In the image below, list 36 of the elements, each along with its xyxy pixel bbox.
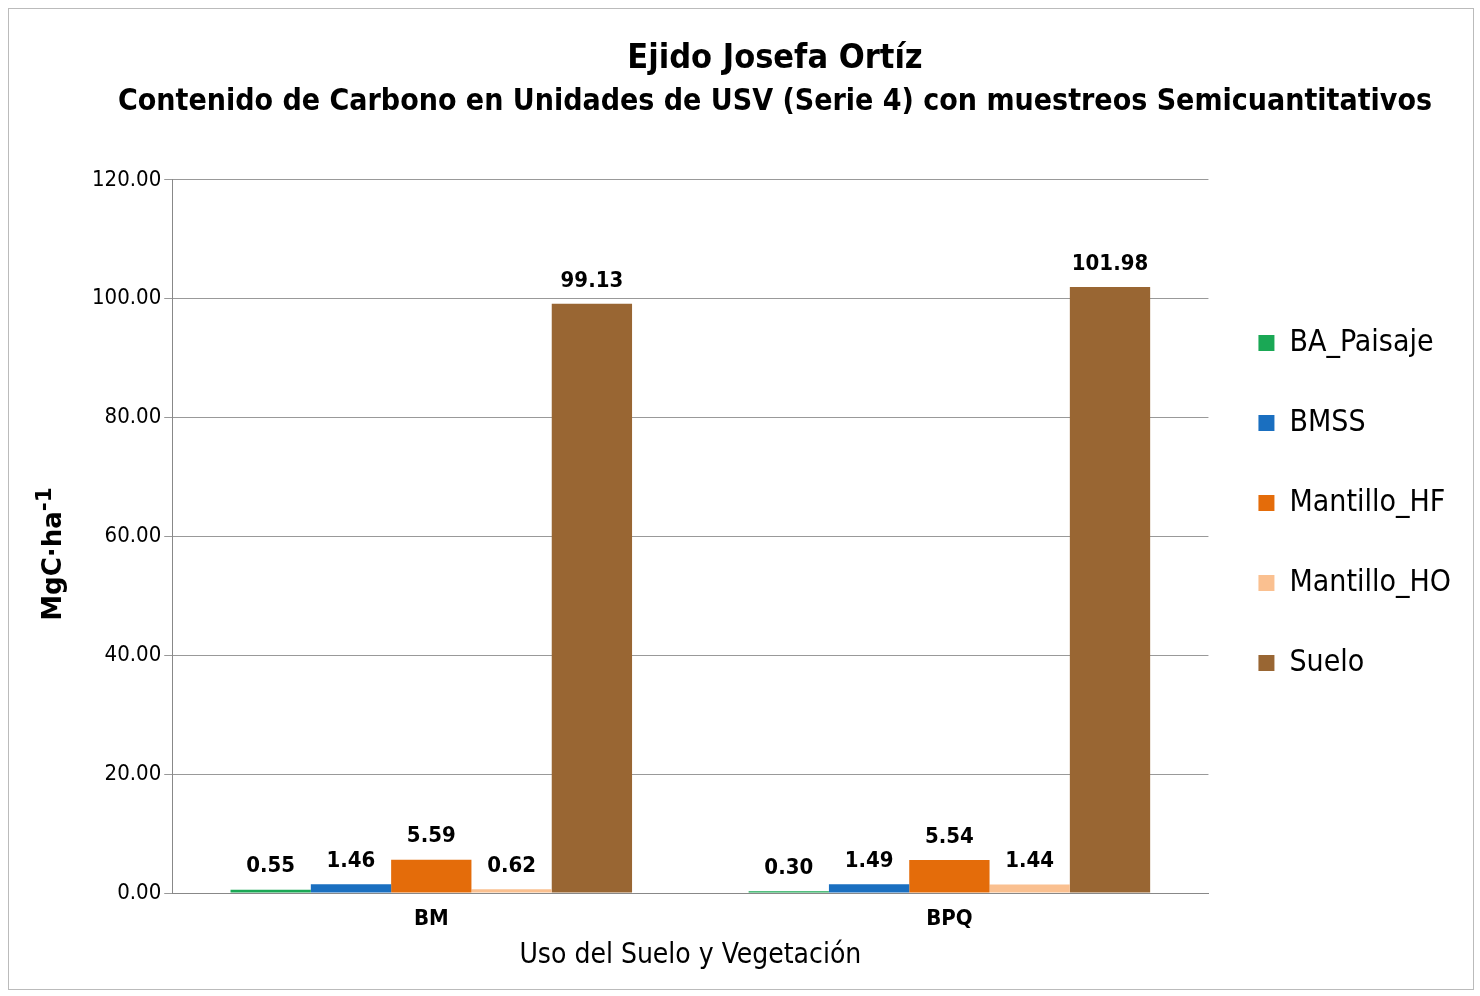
data-label: 101.98 bbox=[1071, 249, 1149, 275]
chart-title: Ejido Josefa Ortíz bbox=[627, 36, 923, 77]
data-label: 1.46 bbox=[326, 847, 376, 873]
y-tick-label: 100.00 bbox=[92, 284, 162, 310]
y-tick-label: 120.00 bbox=[92, 165, 162, 191]
bar bbox=[909, 860, 990, 893]
bar bbox=[828, 884, 910, 893]
y-tick-label: 0.00 bbox=[117, 878, 162, 904]
x-axis-title: Uso del Suelo y Vegetación bbox=[519, 937, 862, 971]
y-tick-label: 40.00 bbox=[104, 640, 162, 666]
legend-label: BA_Paisaje bbox=[1289, 322, 1434, 358]
data-label: 5.54 bbox=[924, 822, 974, 848]
legend-label: Suelo bbox=[1289, 642, 1365, 678]
data-label: 0.62 bbox=[487, 852, 537, 878]
data-label: 5.59 bbox=[406, 822, 456, 848]
data-label: 99.13 bbox=[560, 266, 624, 292]
data-label: 0.30 bbox=[764, 853, 814, 879]
legend-label: Mantillo_HF bbox=[1289, 482, 1446, 518]
legend-label: BMSS bbox=[1289, 402, 1366, 438]
bar bbox=[310, 884, 392, 893]
x-tick-label: BPQ bbox=[926, 904, 973, 930]
data-label: 1.44 bbox=[1005, 847, 1055, 873]
bar bbox=[230, 889, 311, 893]
bar bbox=[551, 303, 633, 893]
data-label: 0.55 bbox=[246, 852, 296, 878]
bar bbox=[1069, 286, 1151, 893]
data-label: 1.49 bbox=[844, 846, 894, 872]
bar bbox=[391, 859, 472, 893]
x-tick-label: BM bbox=[413, 904, 449, 930]
chart-subtitle: Contenido de Carbono en Unidades de USV (Serie 4) con muestreos Semicuantitativos bbox=[117, 81, 1433, 117]
bar bbox=[471, 889, 552, 893]
y-tick-label: 80.00 bbox=[104, 403, 162, 429]
bar bbox=[989, 884, 1070, 893]
legend-label: Mantillo_HO bbox=[1289, 562, 1451, 598]
y-tick-label: 60.00 bbox=[104, 522, 162, 548]
y-tick-label: 20.00 bbox=[104, 759, 162, 785]
